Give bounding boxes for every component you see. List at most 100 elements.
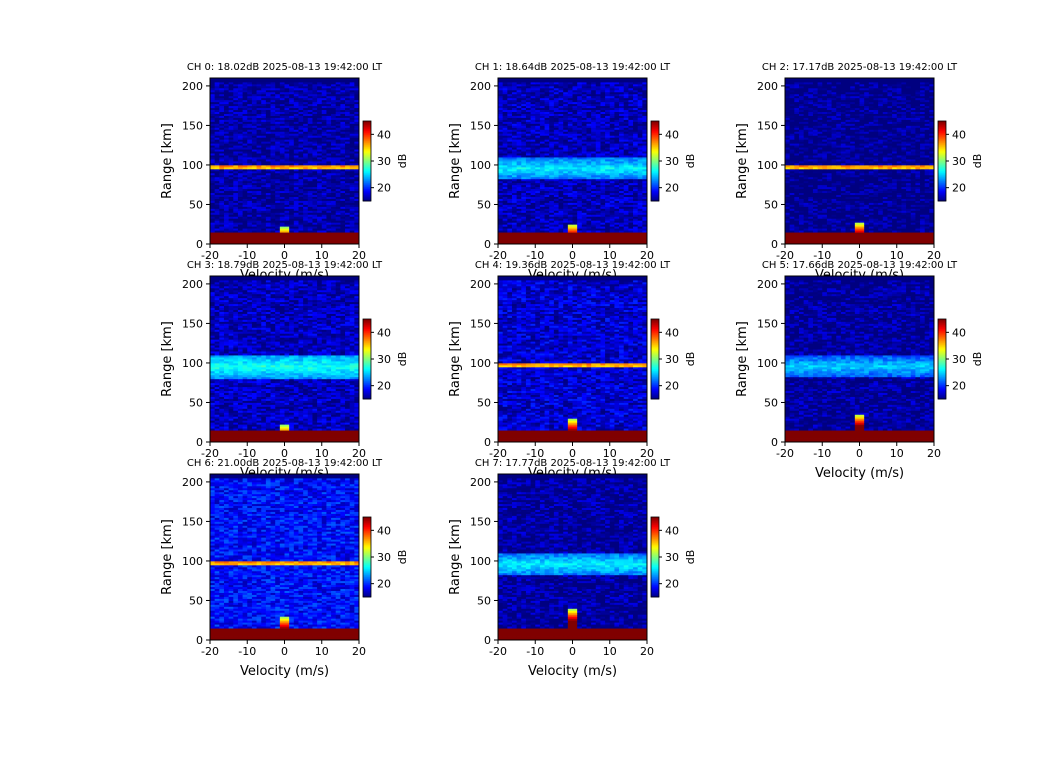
x-tick-label-ch4: 0 [569,447,576,460]
y-axis-label-ch2: Range [km] [735,123,750,199]
heatmap-ch2 [785,78,935,245]
x-tick-label-ch6: -20 [201,645,219,658]
colorbar-tick-label-ch2: 40 [952,128,966,141]
y-tick-label-ch3: 200 [182,278,203,291]
x-tick-label-ch4: -10 [526,447,544,460]
x-tick-label-ch6: 20 [352,645,366,658]
heatmap-ch5 [785,276,935,443]
colorbar-label-ch3: dB [396,352,409,367]
subplot-title-ch4: CH 4: 19.36dB 2025-08-13 19:42:00 LT [475,260,671,271]
colorbar-ch4: 20 30 40 dB [650,318,697,400]
heatmap-ch6 [210,474,360,641]
colorbar-label-ch6: dB [396,550,409,565]
x-tick-label-ch3: 0 [281,447,288,460]
colorbar-tick-label-ch0: 30 [377,155,391,168]
colorbar-label-ch5: dB [971,352,984,367]
x-tick-label-ch5: -10 [813,447,831,460]
x-tick-label-ch2: -10 [813,249,831,262]
colorbar-label-ch0: dB [396,154,409,169]
y-tick-label-ch4: 50 [477,396,491,409]
colorbar-tick-label-ch2: 30 [952,155,966,168]
x-tick-label-ch5: 0 [856,447,863,460]
y-tick-label-ch4: 100 [470,357,491,370]
colorbar-ch2: 20 30 40 dB [937,120,984,202]
colorbar-tick-label-ch5: 40 [952,326,966,339]
colorbar-label-ch4: dB [684,352,697,367]
colorbar-label-ch7: dB [684,550,697,565]
y-tick-label-ch5: 0 [771,436,778,449]
colorbar-tick-label-ch6: 30 [377,551,391,564]
x-tick-label-ch3: -20 [201,447,219,460]
colorbar-tick-label-ch3: 40 [377,326,391,339]
colorbar-tick-label-ch7: 30 [665,551,679,564]
colorbar-ch7: 20 30 40 dB [650,516,697,598]
colorbar-label-ch1: dB [684,154,697,169]
colorbar-ch5: 20 30 40 dB [937,318,984,400]
x-axis-label-ch7: Velocity (m/s) [528,664,617,679]
x-axis-label-ch6: Velocity (m/s) [240,664,329,679]
y-tick-label-ch0: 50 [189,198,203,211]
y-tick-label-ch6: 100 [182,555,203,568]
x-tick-label-ch7: -10 [526,645,544,658]
x-tick-label-ch1: 20 [640,249,654,262]
x-tick-label-ch7: 0 [569,645,576,658]
y-tick-label-ch5: 200 [757,278,778,291]
subplot-title-ch7: CH 7: 17.77dB 2025-08-13 19:42:00 LT [475,458,671,469]
y-tick-label-ch4: 200 [470,278,491,291]
x-axis-label-ch5: Velocity (m/s) [815,466,904,481]
y-tick-label-ch6: 50 [189,594,203,607]
x-tick-label-ch6: 10 [315,645,329,658]
subplot-title-ch0: CH 0: 18.02dB 2025-08-13 19:42:00 LT [187,62,383,73]
x-tick-label-ch3: 10 [315,447,329,460]
y-axis-label-ch5: Range [km] [735,321,750,397]
y-axis-label-ch0: Range [km] [160,123,175,199]
x-tick-label-ch5: 10 [890,447,904,460]
y-tick-label-ch1: 150 [470,119,491,132]
y-tick-label-ch5: 100 [757,357,778,370]
subplot-title-ch6: CH 6: 21.00dB 2025-08-13 19:42:00 LT [187,458,383,469]
y-tick-label-ch2: 100 [757,159,778,172]
y-tick-label-ch7: 150 [470,515,491,528]
heatmap-ch1 [498,78,648,245]
heatmap-ch4 [498,276,648,443]
y-tick-label-ch6: 0 [196,634,203,647]
x-tick-label-ch0: 0 [281,249,288,262]
y-tick-label-ch4: 150 [470,317,491,330]
y-tick-label-ch0: 150 [182,119,203,132]
y-tick-label-ch2: 0 [771,238,778,251]
x-tick-label-ch7: 10 [603,645,617,658]
x-tick-label-ch1: -10 [526,249,544,262]
heatmap-ch3 [210,276,360,443]
x-tick-label-ch2: 10 [890,249,904,262]
x-tick-label-ch6: 0 [281,645,288,658]
heatmap-ch7 [498,474,648,641]
x-tick-label-ch0: -10 [238,249,256,262]
colorbar-tick-label-ch3: 20 [377,380,391,393]
x-tick-label-ch5: 20 [927,447,941,460]
colorbar-tick-label-ch7: 20 [665,578,679,591]
colorbar-tick-label-ch4: 30 [665,353,679,366]
colorbar-ch6: 20 30 40 dB [362,516,409,598]
colorbar-tick-label-ch3: 30 [377,353,391,366]
y-tick-label-ch2: 50 [764,198,778,211]
x-tick-label-ch2: 0 [856,249,863,262]
y-tick-label-ch3: 150 [182,317,203,330]
y-tick-label-ch7: 0 [484,634,491,647]
y-tick-label-ch1: 200 [470,80,491,93]
colorbar-tick-label-ch6: 20 [377,578,391,591]
colorbar-tick-label-ch1: 40 [665,128,679,141]
y-tick-label-ch6: 150 [182,515,203,528]
y-tick-label-ch3: 100 [182,357,203,370]
colorbar-tick-label-ch7: 40 [665,524,679,537]
y-axis-label-ch6: Range [km] [160,519,175,595]
y-tick-label-ch6: 200 [182,476,203,489]
subplot-title-ch2: CH 2: 17.17dB 2025-08-13 19:42:00 LT [762,62,958,73]
y-axis-label-ch7: Range [km] [448,519,463,595]
y-tick-label-ch0: 0 [196,238,203,251]
